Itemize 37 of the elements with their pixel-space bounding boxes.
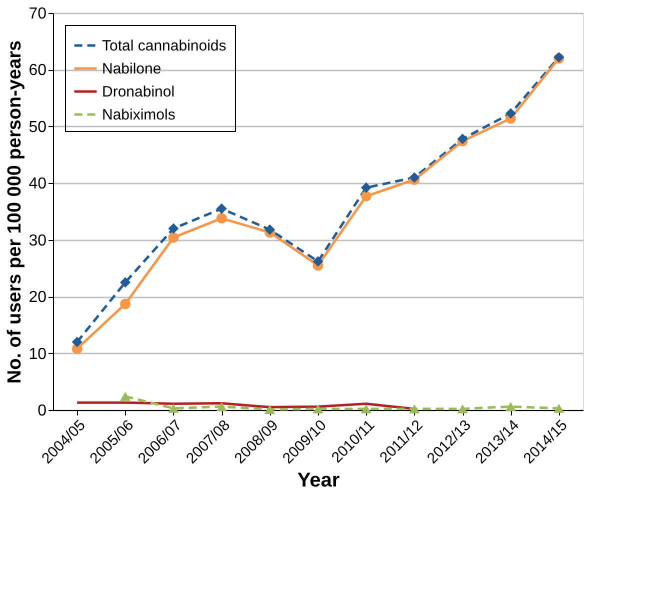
point xyxy=(554,404,564,413)
y-tick-label: 70 xyxy=(28,6,47,22)
point xyxy=(312,256,324,267)
point xyxy=(216,402,227,412)
point xyxy=(360,190,372,202)
point xyxy=(216,213,227,224)
x-axis-title: Year xyxy=(297,469,340,492)
y-tick-label: 0 xyxy=(38,402,47,420)
point xyxy=(120,277,131,288)
y-tick-label: 20 xyxy=(28,289,47,306)
y-tick-label: 10 xyxy=(28,346,47,363)
y-axis-title: No. of users per 100 000 person-years xyxy=(4,40,26,384)
legend-label: Nabiximols xyxy=(102,106,176,124)
point xyxy=(168,232,179,243)
point xyxy=(505,402,516,412)
y-tick-label: 60 xyxy=(28,62,47,80)
point xyxy=(72,336,82,348)
point xyxy=(409,172,420,183)
point xyxy=(264,224,276,235)
point xyxy=(168,223,179,234)
y-tick-label: 40 xyxy=(28,176,47,193)
point xyxy=(264,404,276,414)
legend-label: Dronabinol xyxy=(102,84,175,100)
point xyxy=(120,298,131,310)
legend-label: Nabilone xyxy=(102,60,162,78)
point xyxy=(360,182,372,193)
y-tick-label: 50 xyxy=(28,118,47,136)
y-tick-label: 30 xyxy=(28,232,47,250)
point xyxy=(360,404,372,414)
point xyxy=(505,108,516,119)
point xyxy=(457,404,468,414)
point xyxy=(312,404,324,414)
point xyxy=(216,203,227,214)
legend-label: Total cannabinoids xyxy=(102,38,226,54)
point xyxy=(409,404,420,414)
point xyxy=(168,404,179,413)
point xyxy=(120,392,131,401)
